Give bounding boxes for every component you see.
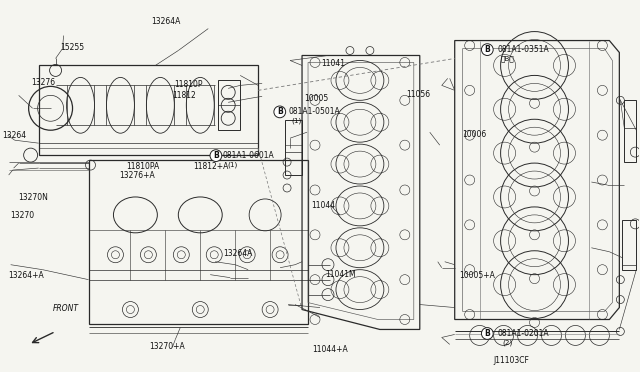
Text: 13264+A: 13264+A [8,271,44,280]
Text: 10005+A: 10005+A [460,271,495,280]
Text: (1): (1) [291,118,301,124]
Text: (2): (2) [502,339,512,346]
Text: 13270N: 13270N [19,193,49,202]
Text: 11812+A: 11812+A [193,162,229,171]
Text: B: B [277,108,283,116]
Text: 081A1-0601A: 081A1-0601A [223,151,275,160]
Text: 11044: 11044 [312,201,336,210]
Text: (1): (1) [227,161,237,168]
Text: 13270+A: 13270+A [149,341,184,350]
Text: 13264A: 13264A [151,17,180,26]
Text: ＜B＞: ＜B＞ [500,55,515,62]
Text: 10005: 10005 [305,94,329,103]
Text: 11056: 11056 [406,90,430,99]
Bar [285,120,302,175]
Text: 13264: 13264 [2,131,26,141]
Text: 13264A: 13264A [223,249,252,258]
Bar [218,80,240,130]
Text: B: B [213,151,219,160]
Text: J11103CF: J11103CF [493,356,529,365]
Text: 081A1-0201A: 081A1-0201A [497,329,549,338]
Text: 081A1-0501A: 081A1-0501A [288,108,340,116]
Text: 11041: 11041 [321,59,345,68]
Text: 13276: 13276 [31,78,56,87]
Bar [38,65,258,155]
Text: 11041M: 11041M [325,270,356,279]
Text: 10006: 10006 [462,130,486,140]
Text: 11810P: 11810P [174,80,203,89]
Text: 081A1-0351A: 081A1-0351A [497,45,549,54]
Text: B: B [484,329,490,338]
Text: 15255: 15255 [60,42,84,51]
Text: 11812: 11812 [172,91,196,100]
Text: 13270: 13270 [10,211,35,220]
Text: B: B [484,45,490,54]
Bar [625,100,636,162]
Text: 11810PA: 11810PA [127,162,160,171]
Bar [622,220,636,270]
Text: FRONT: FRONT [53,304,79,313]
Text: 13276+A: 13276+A [119,171,155,180]
Text: 11044+A: 11044+A [312,345,348,354]
Bar [88,160,308,324]
